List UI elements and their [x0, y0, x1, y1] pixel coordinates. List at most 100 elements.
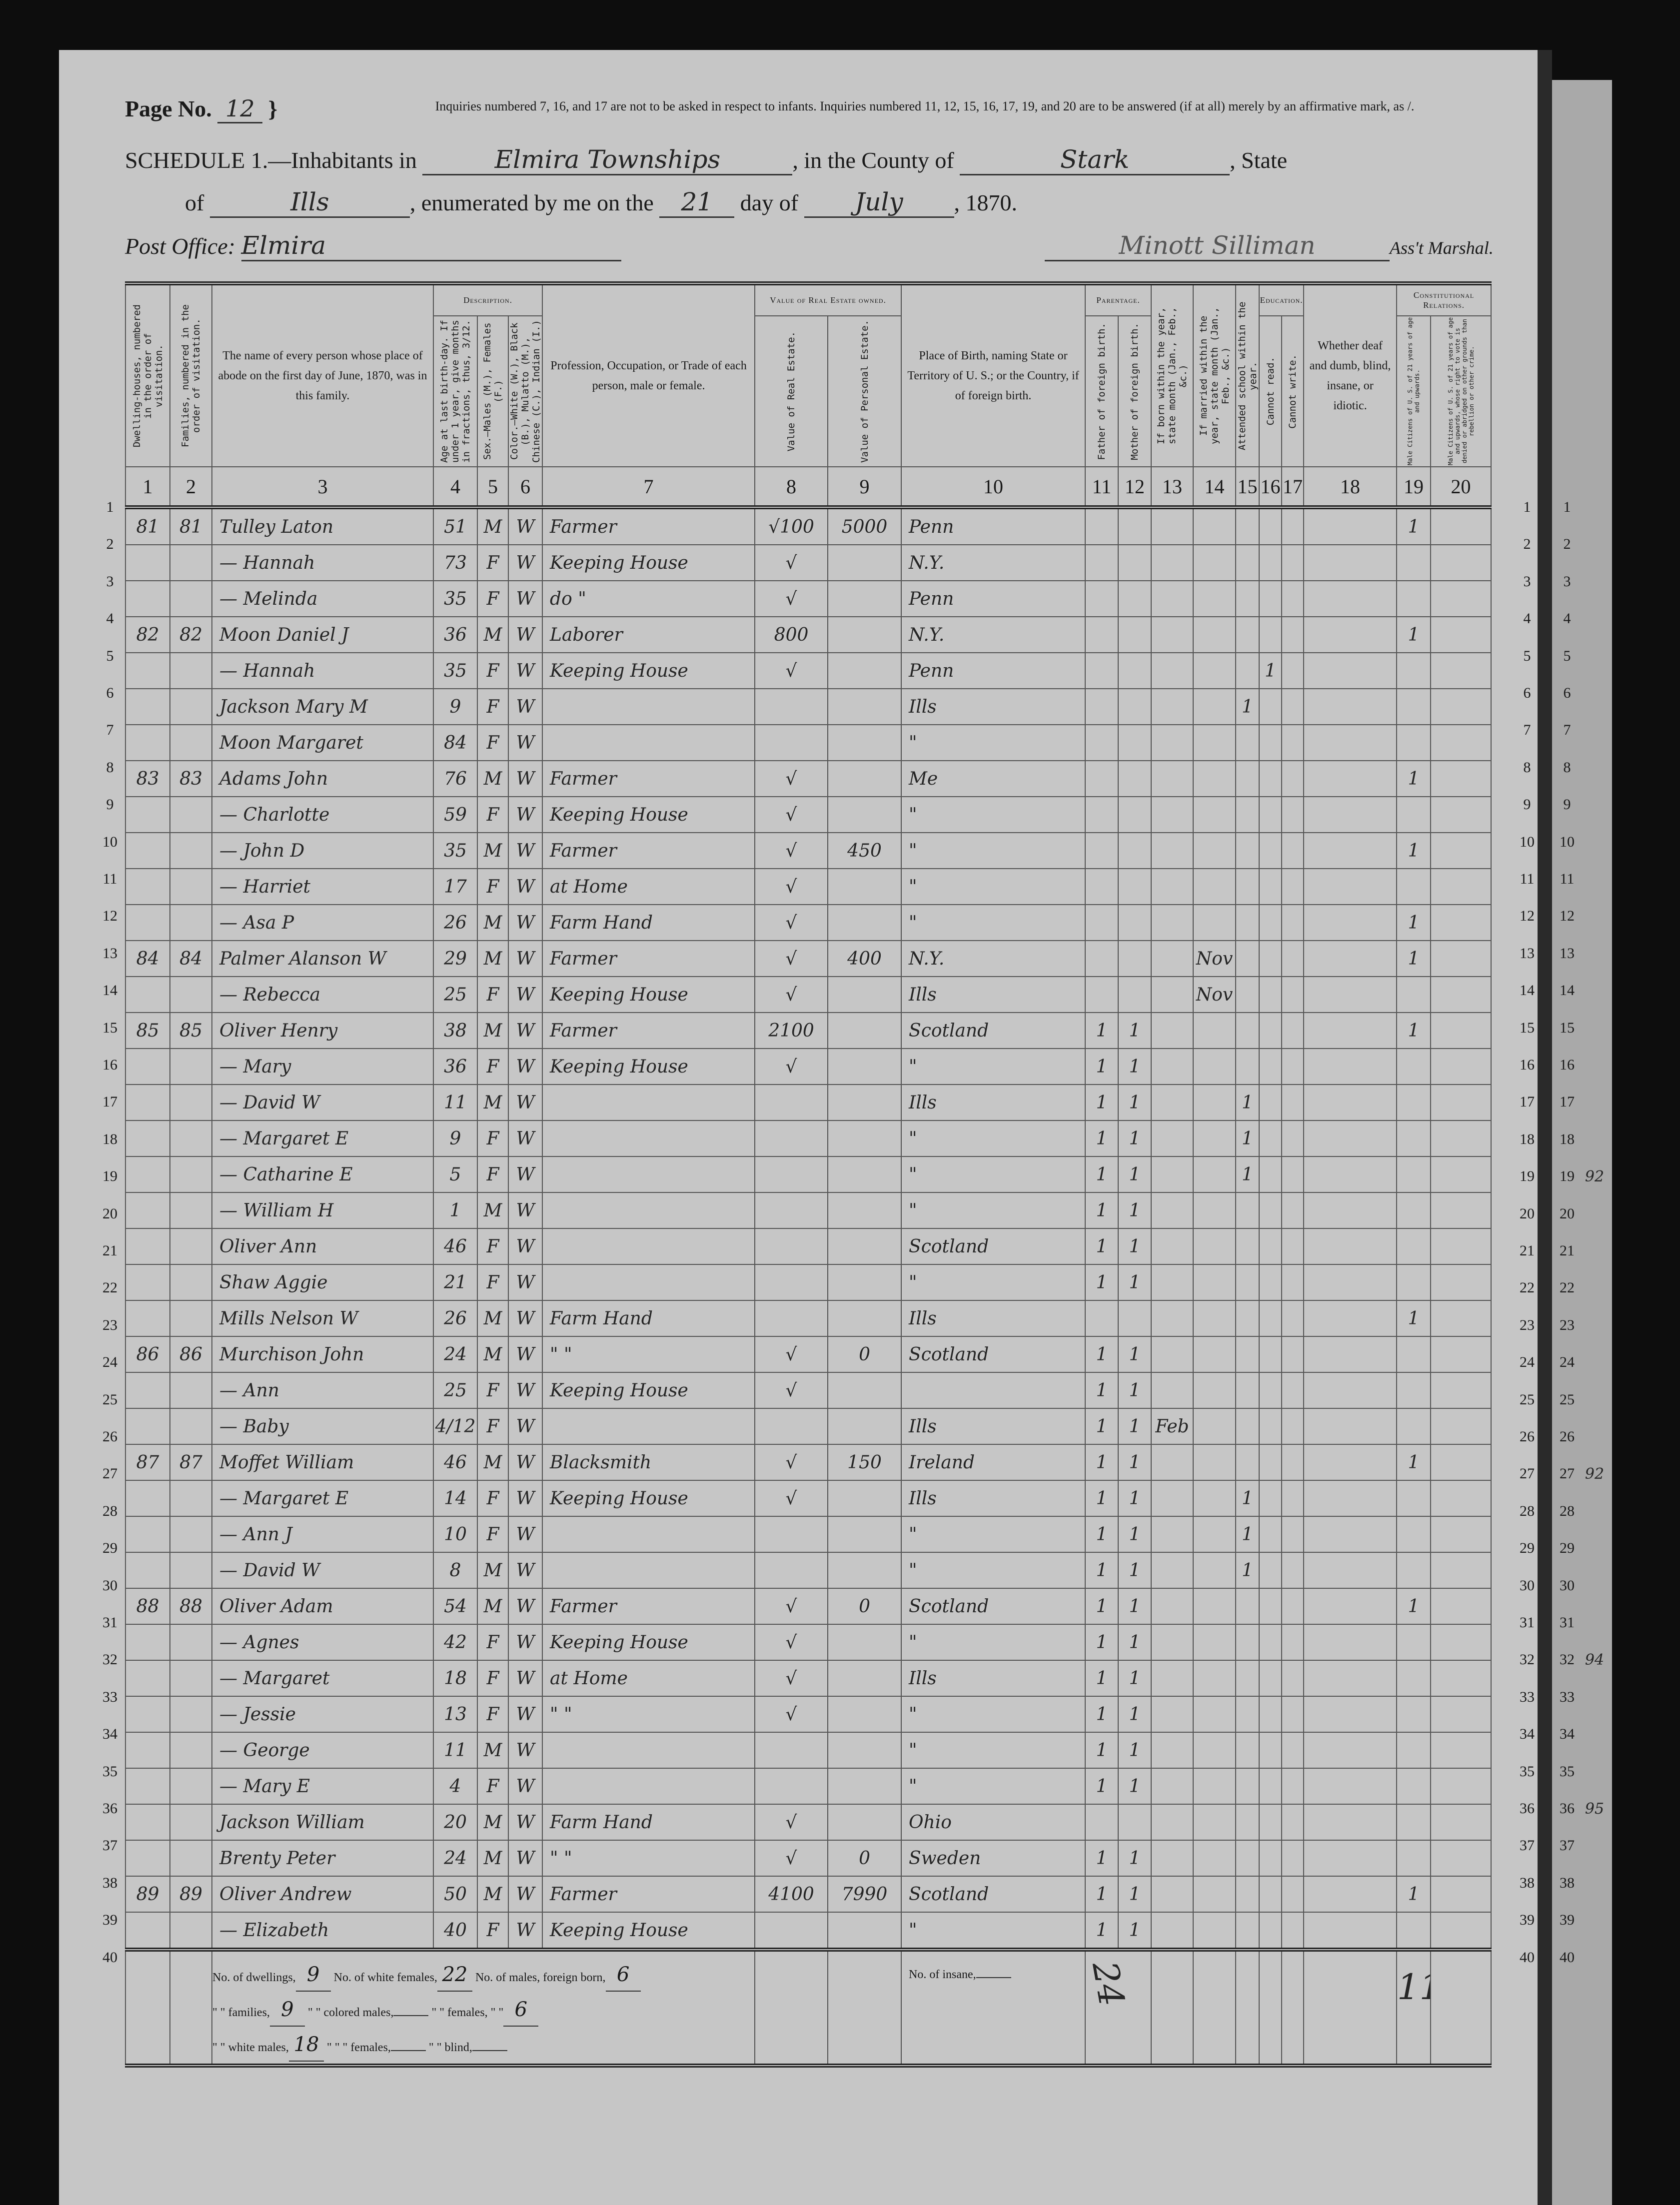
cell-married-month: [1193, 1876, 1237, 1913]
cell-occupation: [542, 1228, 756, 1265]
line-number-left: 33: [102, 1688, 117, 1705]
cell-father-foreign: [1085, 688, 1119, 725]
line-number-left: 4: [106, 610, 114, 627]
line-number-left: 32: [102, 1651, 117, 1668]
cell-disability: [1303, 940, 1398, 977]
cell-cannot-read: [1259, 1480, 1283, 1517]
cell-school: [1235, 1372, 1260, 1409]
cell-born-month: [1151, 1264, 1194, 1301]
cell-birthplace: Scotland: [901, 1336, 1086, 1373]
cell-color: W: [507, 688, 543, 725]
cell-color: W: [507, 1444, 543, 1481]
line-number-left: 36: [102, 1800, 117, 1817]
cell-disability: [1303, 1804, 1398, 1841]
cell-cannot-read: [1259, 796, 1283, 833]
cell-occupation: [542, 1156, 756, 1193]
cell-vote-denied: [1430, 1048, 1492, 1085]
cell-personal-estate: [827, 1192, 902, 1229]
cell-cannot-write: [1281, 616, 1305, 653]
cell-cannot-write: [1281, 688, 1305, 725]
line-number-left: 19: [102, 1168, 117, 1185]
line-number-left: 17: [102, 1094, 117, 1110]
month-field: July: [804, 187, 954, 218]
table-row: Brenty Peter 24 M W " " √ 0 Sweden 1 1: [125, 1840, 1492, 1877]
cell-father-foreign: [1085, 904, 1119, 941]
cell-dwelling: [125, 796, 170, 833]
cell-born-month: [1151, 1300, 1194, 1337]
cell-birthplace: ": [901, 1264, 1086, 1301]
cell-sex: F: [477, 1696, 509, 1733]
cell-family: 87: [169, 1444, 212, 1481]
cell-citizen: [1396, 868, 1432, 905]
cell-sex: F: [477, 1408, 509, 1445]
cell-cannot-read: [1259, 1804, 1283, 1841]
cell-personal-estate: [827, 1768, 902, 1805]
cell-family: [169, 1228, 212, 1265]
cell-mother-foreign: 1: [1118, 1012, 1152, 1049]
adjacent-line-number: 5: [1563, 647, 1571, 664]
cell-school: [1235, 1804, 1260, 1841]
cell-citizen: [1396, 1228, 1432, 1265]
cell-married-month: [1193, 1660, 1237, 1697]
line-number-left: 31: [102, 1614, 117, 1631]
cell-sex: F: [477, 724, 509, 761]
cell-sex: M: [477, 1444, 509, 1481]
cell-birthplace: [901, 1372, 1086, 1409]
cell-family: 86: [169, 1336, 212, 1373]
cell-school: 1: [1235, 1552, 1260, 1589]
cell-cannot-read: [1259, 904, 1283, 941]
cell-father-foreign: [1085, 652, 1119, 689]
cell-real-estate: √: [754, 1336, 829, 1373]
adjacent-line-number: 29: [1560, 1540, 1575, 1557]
table-row: Jackson William 20 M W Farm Hand √ Ohio: [125, 1804, 1492, 1841]
cell-name: — Jessie: [211, 1696, 434, 1733]
column-number: 7: [542, 466, 756, 509]
cell-disability: [1303, 1480, 1398, 1517]
adjacent-line-number: 10: [1560, 833, 1575, 850]
cell-school: [1235, 1696, 1260, 1733]
adjacent-page-note: 95: [1585, 1800, 1605, 1818]
cell-family: 83: [169, 760, 212, 797]
cell-real-estate: [754, 724, 829, 761]
cell-name: Brenty Peter: [211, 1840, 434, 1877]
cell-school: 1: [1235, 688, 1260, 725]
line-number-right: 11: [1520, 871, 1535, 887]
enumerated-label: , enumerated by me on the: [409, 190, 654, 215]
cell-cannot-write: [1281, 1624, 1305, 1661]
adjacent-line-number: 1: [1563, 499, 1571, 515]
cell-dwelling: [125, 1552, 170, 1589]
cell-citizen: 1: [1396, 760, 1432, 797]
cell-family: 89: [169, 1876, 212, 1913]
cell-cannot-write: [1281, 832, 1305, 869]
cell-citizen: [1396, 1192, 1432, 1229]
line-number-left: 3: [106, 573, 114, 590]
cell-cannot-read: [1259, 1228, 1283, 1265]
cell-occupation: " ": [542, 1840, 756, 1877]
cell-vote-denied: [1430, 1120, 1492, 1157]
table-row: 87 87 Moffet William 46 M W Blacksmith √ 150 Irel…: [125, 1444, 1492, 1481]
cell-birthplace: ": [901, 1552, 1086, 1589]
cell-vote-denied: [1430, 688, 1492, 725]
cell-disability: [1303, 1408, 1398, 1445]
cell-born-month: [1151, 940, 1194, 977]
white-males-count: 18: [288, 2029, 324, 2062]
cell-cannot-read: [1259, 724, 1283, 761]
cell-dwelling: [125, 1048, 170, 1085]
colored-females-count: [390, 2050, 426, 2051]
cell-birthplace: Ills: [901, 1300, 1086, 1337]
cell-cannot-read: [1259, 832, 1283, 869]
cell-vote-denied: [1430, 1156, 1492, 1193]
cell-mother-foreign: 1: [1118, 1156, 1152, 1193]
cell-dwelling: [125, 832, 170, 869]
cell-dwelling: [125, 976, 170, 1013]
cell-school: [1235, 724, 1260, 761]
cell-sex: M: [477, 1012, 509, 1049]
cell-citizen: [1396, 544, 1432, 581]
cell-personal-estate: [827, 796, 902, 833]
cell-personal-estate: [827, 976, 902, 1013]
cell-vote-denied: [1430, 1336, 1492, 1373]
cell-disability: [1303, 1156, 1398, 1193]
cell-married-month: [1193, 1696, 1237, 1733]
cell-occupation: [542, 1264, 756, 1301]
cell-mother-foreign: 1: [1118, 1912, 1152, 1950]
